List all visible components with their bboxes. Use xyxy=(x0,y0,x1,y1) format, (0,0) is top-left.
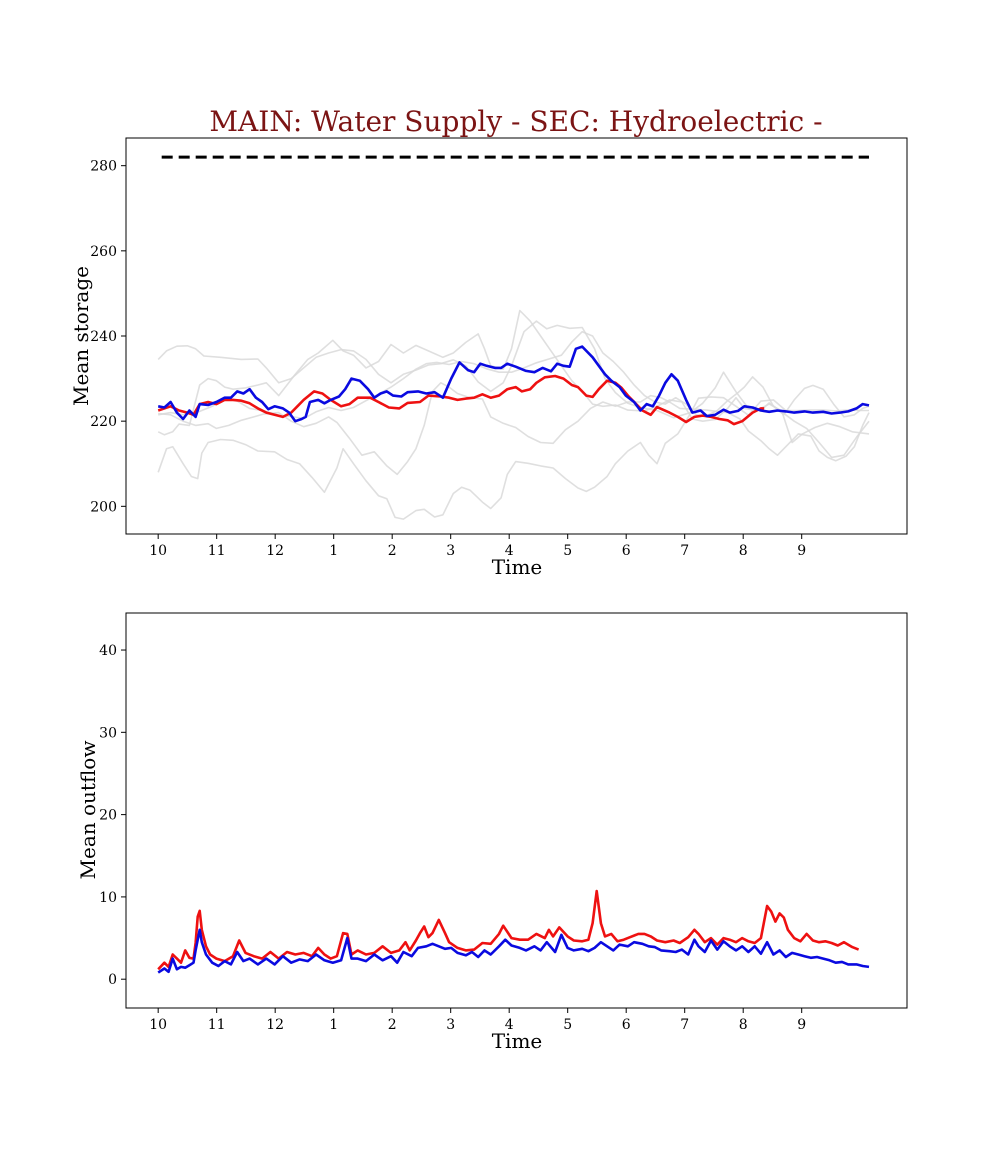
storage-ensemble-series-line xyxy=(158,382,870,476)
storage-y-tick-label: 280 xyxy=(90,159,117,175)
outflow-y-ticks: 0 10 20 30 40 xyxy=(99,643,126,988)
outflow-y-tick-label: 30 xyxy=(99,725,117,741)
storage-x-tick-label: 8 xyxy=(739,543,748,559)
outflow-main-lines xyxy=(157,889,870,974)
outflow-plot-frame xyxy=(125,612,908,1009)
outflow-x-tick-label: 2 xyxy=(388,1017,397,1033)
outflow-blue-series-line xyxy=(157,928,870,974)
outflow-y-tick-label: 40 xyxy=(99,643,117,659)
outflow-x-ticks: 10 11 12 1 2 3 4 5 6 7 8 9 xyxy=(149,1008,806,1033)
outflow-y-tick-label: 20 xyxy=(99,808,117,824)
storage-x-axis-label: Time xyxy=(492,555,543,579)
outflow-x-axis-label: Time xyxy=(492,1029,543,1053)
storage-main-lines xyxy=(157,345,870,426)
storage-ensemble-series-line xyxy=(157,396,869,520)
storage-y-tick-label: 200 xyxy=(90,499,117,515)
storage-ensemble-series-line xyxy=(158,330,870,420)
storage-y-tick-label: 260 xyxy=(90,244,117,260)
storage-x-tick-label: 9 xyxy=(797,543,806,559)
outflow-x-tick-label: 9 xyxy=(797,1017,806,1033)
outflow-x-tick-label: 10 xyxy=(149,1017,167,1033)
outflow-x-tick-label: 11 xyxy=(208,1017,226,1033)
storage-y-ticks: 200 220 240 260 280 xyxy=(90,159,126,515)
storage-x-tick-label: 10 xyxy=(149,543,167,559)
outflow-y-tick-label: 0 xyxy=(108,972,117,988)
storage-blue-series-line xyxy=(157,345,870,423)
outflow-x-tick-label: 12 xyxy=(266,1017,284,1033)
storage-x-tick-label: 5 xyxy=(563,543,572,559)
storage-x-tick-label: 2 xyxy=(388,543,397,559)
outflow-x-tick-label: 5 xyxy=(563,1017,572,1033)
storage-y-tick-label: 240 xyxy=(90,329,117,345)
outflow-x-tick-label: 8 xyxy=(739,1017,748,1033)
outflow-red-series-line xyxy=(157,889,860,971)
storage-red-series-line xyxy=(157,374,765,426)
outflow-y-axis-label: Mean outflow xyxy=(76,741,100,880)
storage-y-axis-label: Mean storage xyxy=(69,266,93,406)
outflow-x-tick-label: 4 xyxy=(505,1017,514,1033)
outflow-y-tick-label: 10 xyxy=(99,890,117,906)
outflow-x-tick-label: 3 xyxy=(446,1017,455,1033)
storage-x-tick-label: 7 xyxy=(680,543,689,559)
outflow-x-tick-label: 7 xyxy=(680,1017,689,1033)
storage-x-tick-label: 3 xyxy=(446,543,455,559)
storage-y-tick-label: 220 xyxy=(90,414,117,430)
outflow-x-tick-label: 6 xyxy=(622,1017,631,1033)
storage-x-tick-label: 4 xyxy=(505,543,514,559)
outflow-x-tick-label: 1 xyxy=(329,1017,338,1033)
storage-x-ticks: 10 11 12 1 2 3 4 5 6 7 8 9 xyxy=(149,534,806,559)
storage-x-tick-label: 11 xyxy=(208,543,226,559)
storage-x-tick-label: 12 xyxy=(266,543,284,559)
chart-title: MAIN: Water Supply - SEC: Hydroelectric … xyxy=(209,105,822,138)
storage-x-tick-label: 6 xyxy=(622,543,631,559)
storage-x-tick-label: 1 xyxy=(329,543,338,559)
